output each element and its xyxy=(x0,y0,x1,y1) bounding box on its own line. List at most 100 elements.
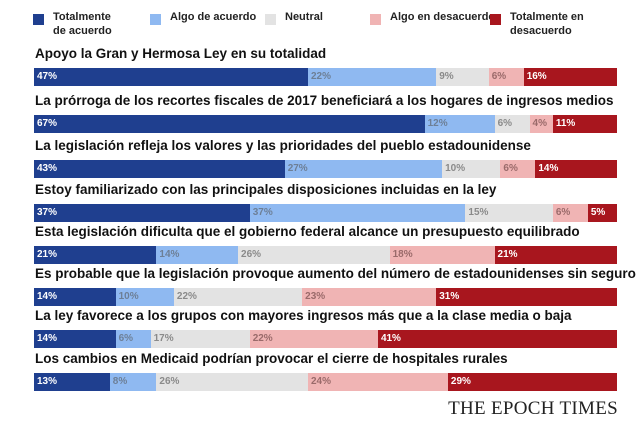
data-label: 14% xyxy=(37,291,58,302)
data-label: 41% xyxy=(380,333,401,344)
data-label: 37% xyxy=(252,207,273,218)
legend-swatch xyxy=(490,14,501,25)
legend-label: Totalmente en desacuerdo xyxy=(510,11,584,37)
legend-swatch xyxy=(370,14,381,25)
bar-segment-4: 6% xyxy=(500,160,536,178)
bar-segment-5: 41% xyxy=(377,330,617,348)
legend-swatch xyxy=(150,14,161,25)
category-label: Esta legislación dificulta que el gobier… xyxy=(35,224,580,239)
data-label: 5% xyxy=(590,207,606,218)
bar-segment-2: 14% xyxy=(156,246,239,264)
bar-segment-1: 21% xyxy=(34,246,157,264)
bar-segment-2: 22% xyxy=(308,68,437,86)
bar-segment-5: 14% xyxy=(535,160,617,178)
legend-item: Algo de acuerdo xyxy=(150,10,256,25)
epoch-times-logo: THE EPOCH TIMES xyxy=(448,398,618,419)
data-label: 22% xyxy=(311,71,332,82)
data-label: 31% xyxy=(439,291,460,302)
data-label: 10% xyxy=(445,163,466,174)
category-label: Es probable que la legislación provoque … xyxy=(35,266,636,281)
legend-label: Neutral xyxy=(285,11,323,23)
bar-segment-5: 29% xyxy=(447,373,617,391)
data-label: 8% xyxy=(112,376,128,387)
bar-segment-3: 6% xyxy=(494,115,530,133)
data-label: 26% xyxy=(159,376,180,387)
data-label: 14% xyxy=(159,249,180,260)
bar-segment-5: 11% xyxy=(552,115,617,133)
stacked-bar: 14% 10% 22% 23% 31% xyxy=(34,288,617,306)
bar-segment-5: 31% xyxy=(436,288,617,306)
data-label: 17% xyxy=(153,333,174,344)
legend-item: Neutral xyxy=(265,10,323,25)
data-label: 22% xyxy=(252,333,273,344)
data-label: 29% xyxy=(450,376,471,387)
bar-segment-5: 5% xyxy=(587,204,617,222)
data-label: 12% xyxy=(427,118,448,129)
bar-segment-3: 26% xyxy=(156,373,308,391)
stacked-bar: 37% 37% 15% 6% 5% xyxy=(34,204,617,222)
data-label: 18% xyxy=(392,249,413,260)
category-label: La ley favorece a los grupos con mayores… xyxy=(35,308,572,323)
data-label: 6% xyxy=(555,207,571,218)
bar-segment-3: 10% xyxy=(442,160,501,178)
legend-item: Totalmente de acuerdo xyxy=(33,10,112,38)
data-label: 43% xyxy=(37,163,58,174)
data-label: 23% xyxy=(305,291,326,302)
bar-segment-2: 27% xyxy=(284,160,443,178)
legend-item: Totalmente en desacuerdo xyxy=(490,10,584,38)
bar-segment-2: 6% xyxy=(115,330,151,348)
bar-segment-3: 9% xyxy=(436,68,489,86)
data-label: 16% xyxy=(526,71,547,82)
bar-segment-2: 10% xyxy=(115,288,174,306)
bar-segment-4: 4% xyxy=(529,115,553,133)
data-label: 11% xyxy=(555,118,576,129)
stacked-bar: 14% 6% 17% 22% 41% xyxy=(34,330,617,348)
legend-label: Algo de acuerdo xyxy=(170,11,257,23)
data-label: 15% xyxy=(468,207,489,218)
category-label: Los cambios en Medicaid podrían provocar… xyxy=(35,351,508,366)
bar-segment-1: 47% xyxy=(34,68,308,86)
data-label: 67% xyxy=(37,118,58,129)
data-label: 14% xyxy=(37,333,58,344)
bar-segment-1: 14% xyxy=(34,288,116,306)
bar-segment-3: 15% xyxy=(465,204,553,222)
category-label: Apoyo la Gran y Hermosa Ley en su totali… xyxy=(35,46,327,61)
stacked-bar: 43% 27% 10% 6% 14% xyxy=(34,160,617,178)
data-label: 24% xyxy=(310,376,331,387)
bar-segment-1: 37% xyxy=(34,204,250,222)
legend-item: Algo en desacuerdo xyxy=(370,10,495,25)
bar-segment-1: 67% xyxy=(34,115,425,133)
bar-segment-2: 8% xyxy=(109,373,157,391)
data-label: 10% xyxy=(118,291,139,302)
bar-segment-4: 24% xyxy=(307,373,448,391)
bar-segment-5: 21% xyxy=(494,246,617,264)
legend-swatch xyxy=(265,14,276,25)
data-label: 13% xyxy=(37,376,58,387)
data-label: 6% xyxy=(503,163,518,174)
bar-segment-4: 6% xyxy=(488,68,524,86)
bar-segment-4: 18% xyxy=(389,246,495,264)
category-label: Estoy familiarizado con las principales … xyxy=(35,182,497,197)
data-label: 26% xyxy=(241,249,262,260)
bar-segment-4: 23% xyxy=(302,288,437,306)
bar-segment-2: 37% xyxy=(249,204,466,222)
stacked-bar: 67% 12% 6% 4% 11% xyxy=(34,115,617,133)
data-label: 22% xyxy=(176,291,197,302)
category-label: La prórroga de los recortes fiscales de … xyxy=(35,93,614,108)
bar-segment-1: 43% xyxy=(34,160,285,178)
stacked-bar: 47% 22% 9% 6% 16% xyxy=(34,68,617,86)
data-label: 14% xyxy=(538,163,559,174)
category-label: La legislación refleja los valores y las… xyxy=(35,138,531,153)
data-label: 21% xyxy=(497,249,518,260)
data-label: 6% xyxy=(497,118,513,129)
data-label: 9% xyxy=(439,71,454,82)
legend-swatch xyxy=(33,14,44,25)
bar-segment-3: 17% xyxy=(150,330,250,348)
bar-segment-2: 12% xyxy=(424,115,495,133)
data-label: 6% xyxy=(118,333,134,344)
bar-segment-3: 22% xyxy=(173,288,303,306)
data-label: 4% xyxy=(532,118,547,129)
bar-segment-3: 26% xyxy=(238,246,390,264)
bar-segment-1: 14% xyxy=(34,330,116,348)
